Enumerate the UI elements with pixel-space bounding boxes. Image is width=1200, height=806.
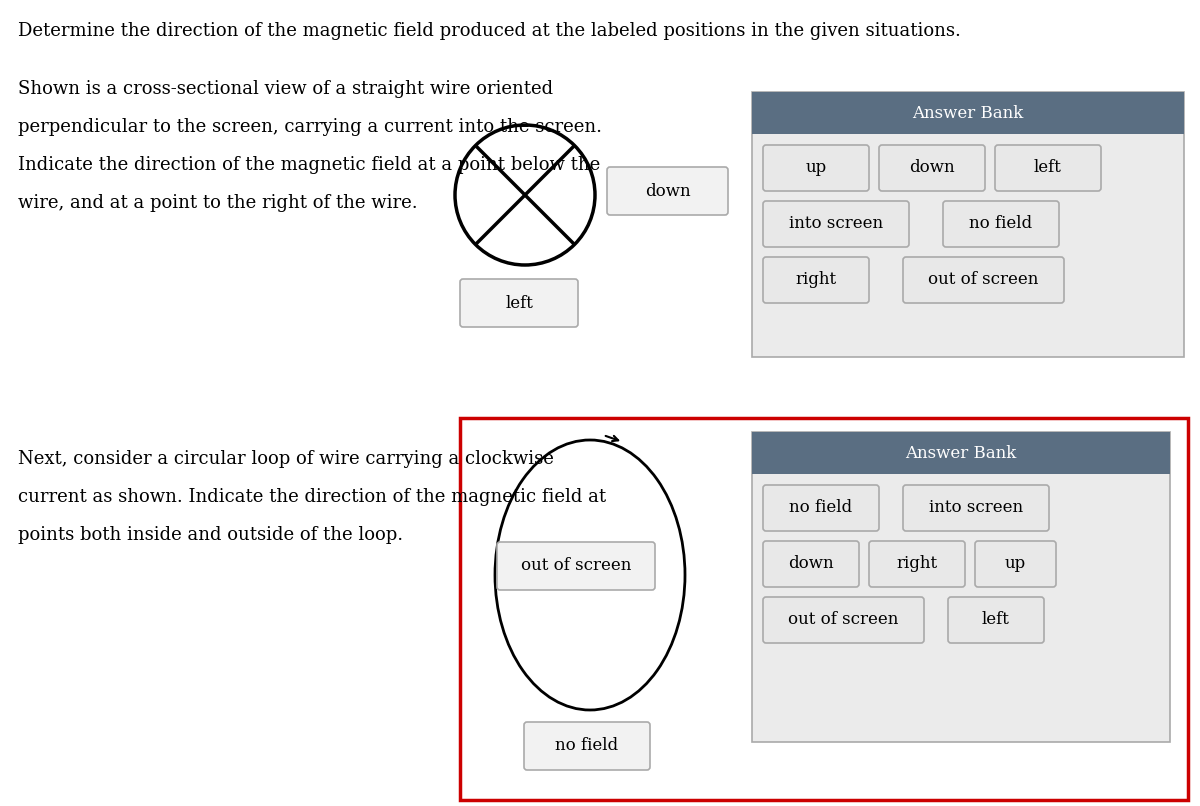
Text: out of screen: out of screen — [929, 272, 1039, 289]
FancyBboxPatch shape — [460, 418, 1188, 800]
FancyBboxPatch shape — [460, 279, 578, 327]
Text: Shown is a cross-sectional view of a straight wire oriented: Shown is a cross-sectional view of a str… — [18, 80, 553, 98]
FancyBboxPatch shape — [943, 201, 1060, 247]
FancyBboxPatch shape — [497, 542, 655, 590]
FancyBboxPatch shape — [904, 257, 1064, 303]
FancyBboxPatch shape — [607, 167, 728, 215]
Text: no field: no field — [790, 500, 852, 517]
FancyBboxPatch shape — [763, 257, 869, 303]
Text: out of screen: out of screen — [521, 558, 631, 575]
Text: right: right — [896, 555, 937, 572]
FancyBboxPatch shape — [878, 145, 985, 191]
Text: Indicate the direction of the magnetic field at a point below the: Indicate the direction of the magnetic f… — [18, 156, 600, 174]
FancyBboxPatch shape — [995, 145, 1102, 191]
FancyBboxPatch shape — [763, 485, 878, 531]
Text: Answer Bank: Answer Bank — [905, 444, 1016, 462]
FancyBboxPatch shape — [752, 92, 1184, 134]
Text: Determine the direction of the magnetic field produced at the labeled positions : Determine the direction of the magnetic … — [18, 22, 961, 40]
Text: down: down — [910, 160, 955, 177]
FancyBboxPatch shape — [763, 541, 859, 587]
Text: Next, consider a circular loop of wire carrying a clockwise: Next, consider a circular loop of wire c… — [18, 450, 554, 468]
Text: up: up — [1004, 555, 1026, 572]
FancyBboxPatch shape — [869, 541, 965, 587]
FancyBboxPatch shape — [752, 432, 1170, 474]
FancyBboxPatch shape — [763, 201, 910, 247]
Text: Answer Bank: Answer Bank — [912, 105, 1024, 122]
FancyBboxPatch shape — [763, 597, 924, 643]
FancyBboxPatch shape — [948, 597, 1044, 643]
Text: down: down — [644, 182, 690, 200]
Text: left: left — [982, 612, 1010, 629]
Text: down: down — [788, 555, 834, 572]
Text: out of screen: out of screen — [788, 612, 899, 629]
Text: into screen: into screen — [788, 215, 883, 232]
Text: into screen: into screen — [929, 500, 1024, 517]
FancyBboxPatch shape — [752, 432, 1170, 742]
Text: current as shown. Indicate the direction of the magnetic field at: current as shown. Indicate the direction… — [18, 488, 606, 506]
FancyBboxPatch shape — [974, 541, 1056, 587]
Text: perpendicular to the screen, carrying a current into the screen.: perpendicular to the screen, carrying a … — [18, 118, 602, 136]
Text: left: left — [505, 294, 533, 311]
Text: up: up — [805, 160, 827, 177]
Text: no field: no field — [556, 737, 618, 754]
FancyBboxPatch shape — [524, 722, 650, 770]
Text: points both inside and outside of the loop.: points both inside and outside of the lo… — [18, 526, 403, 544]
Text: no field: no field — [970, 215, 1032, 232]
FancyBboxPatch shape — [752, 92, 1184, 357]
Text: wire, and at a point to the right of the wire.: wire, and at a point to the right of the… — [18, 194, 418, 212]
Text: left: left — [1034, 160, 1062, 177]
Text: right: right — [796, 272, 836, 289]
FancyBboxPatch shape — [763, 145, 869, 191]
FancyBboxPatch shape — [904, 485, 1049, 531]
